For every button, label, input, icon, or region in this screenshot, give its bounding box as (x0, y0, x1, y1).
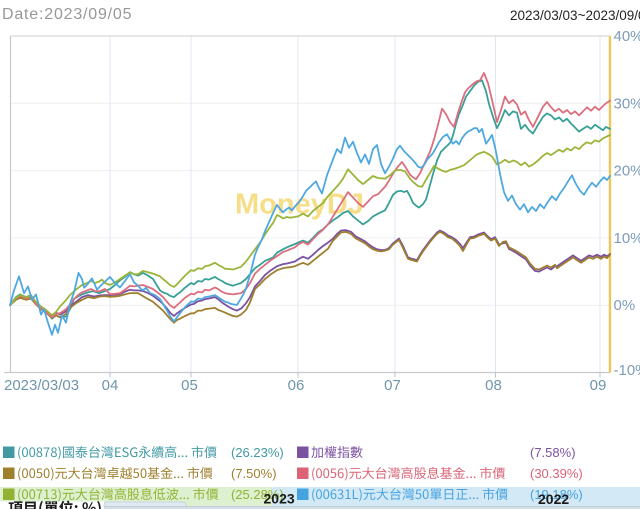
svg-text:(7.50%): (7.50%) (231, 466, 277, 481)
svg-text:2023/03/03~2023/09/05: 2023/03/03~2023/09/05 (510, 8, 640, 23)
svg-text:2022: 2022 (538, 491, 569, 507)
svg-text:06: 06 (288, 377, 305, 394)
svg-text:08: 08 (485, 377, 502, 394)
svg-text:-10%: -10% (614, 362, 640, 379)
svg-text:2023/03/03: 2023/03/03 (4, 377, 79, 394)
svg-text:40%: 40% (614, 28, 640, 45)
svg-text:04: 04 (102, 377, 119, 394)
svg-text:07: 07 (384, 377, 401, 394)
svg-text:(25.28%): (25.28%) (231, 487, 284, 502)
svg-text:(26.23%): (26.23%) (231, 445, 284, 460)
svg-text:20%: 20% (614, 163, 640, 180)
svg-text:(19.18%): (19.18%) (530, 487, 583, 502)
svg-text:(30.39%): (30.39%) (530, 466, 583, 481)
svg-text:2023: 2023 (264, 491, 295, 507)
svg-text:(7.58%): (7.58%) (530, 445, 576, 460)
svg-text:10%: 10% (614, 230, 640, 247)
svg-text:30%: 30% (614, 95, 640, 112)
svg-text:05: 05 (181, 377, 198, 394)
svg-text:0%: 0% (614, 297, 636, 314)
svg-text:Date:2023/09/05: Date:2023/09/05 (2, 6, 132, 23)
svg-text:09: 09 (590, 377, 607, 394)
